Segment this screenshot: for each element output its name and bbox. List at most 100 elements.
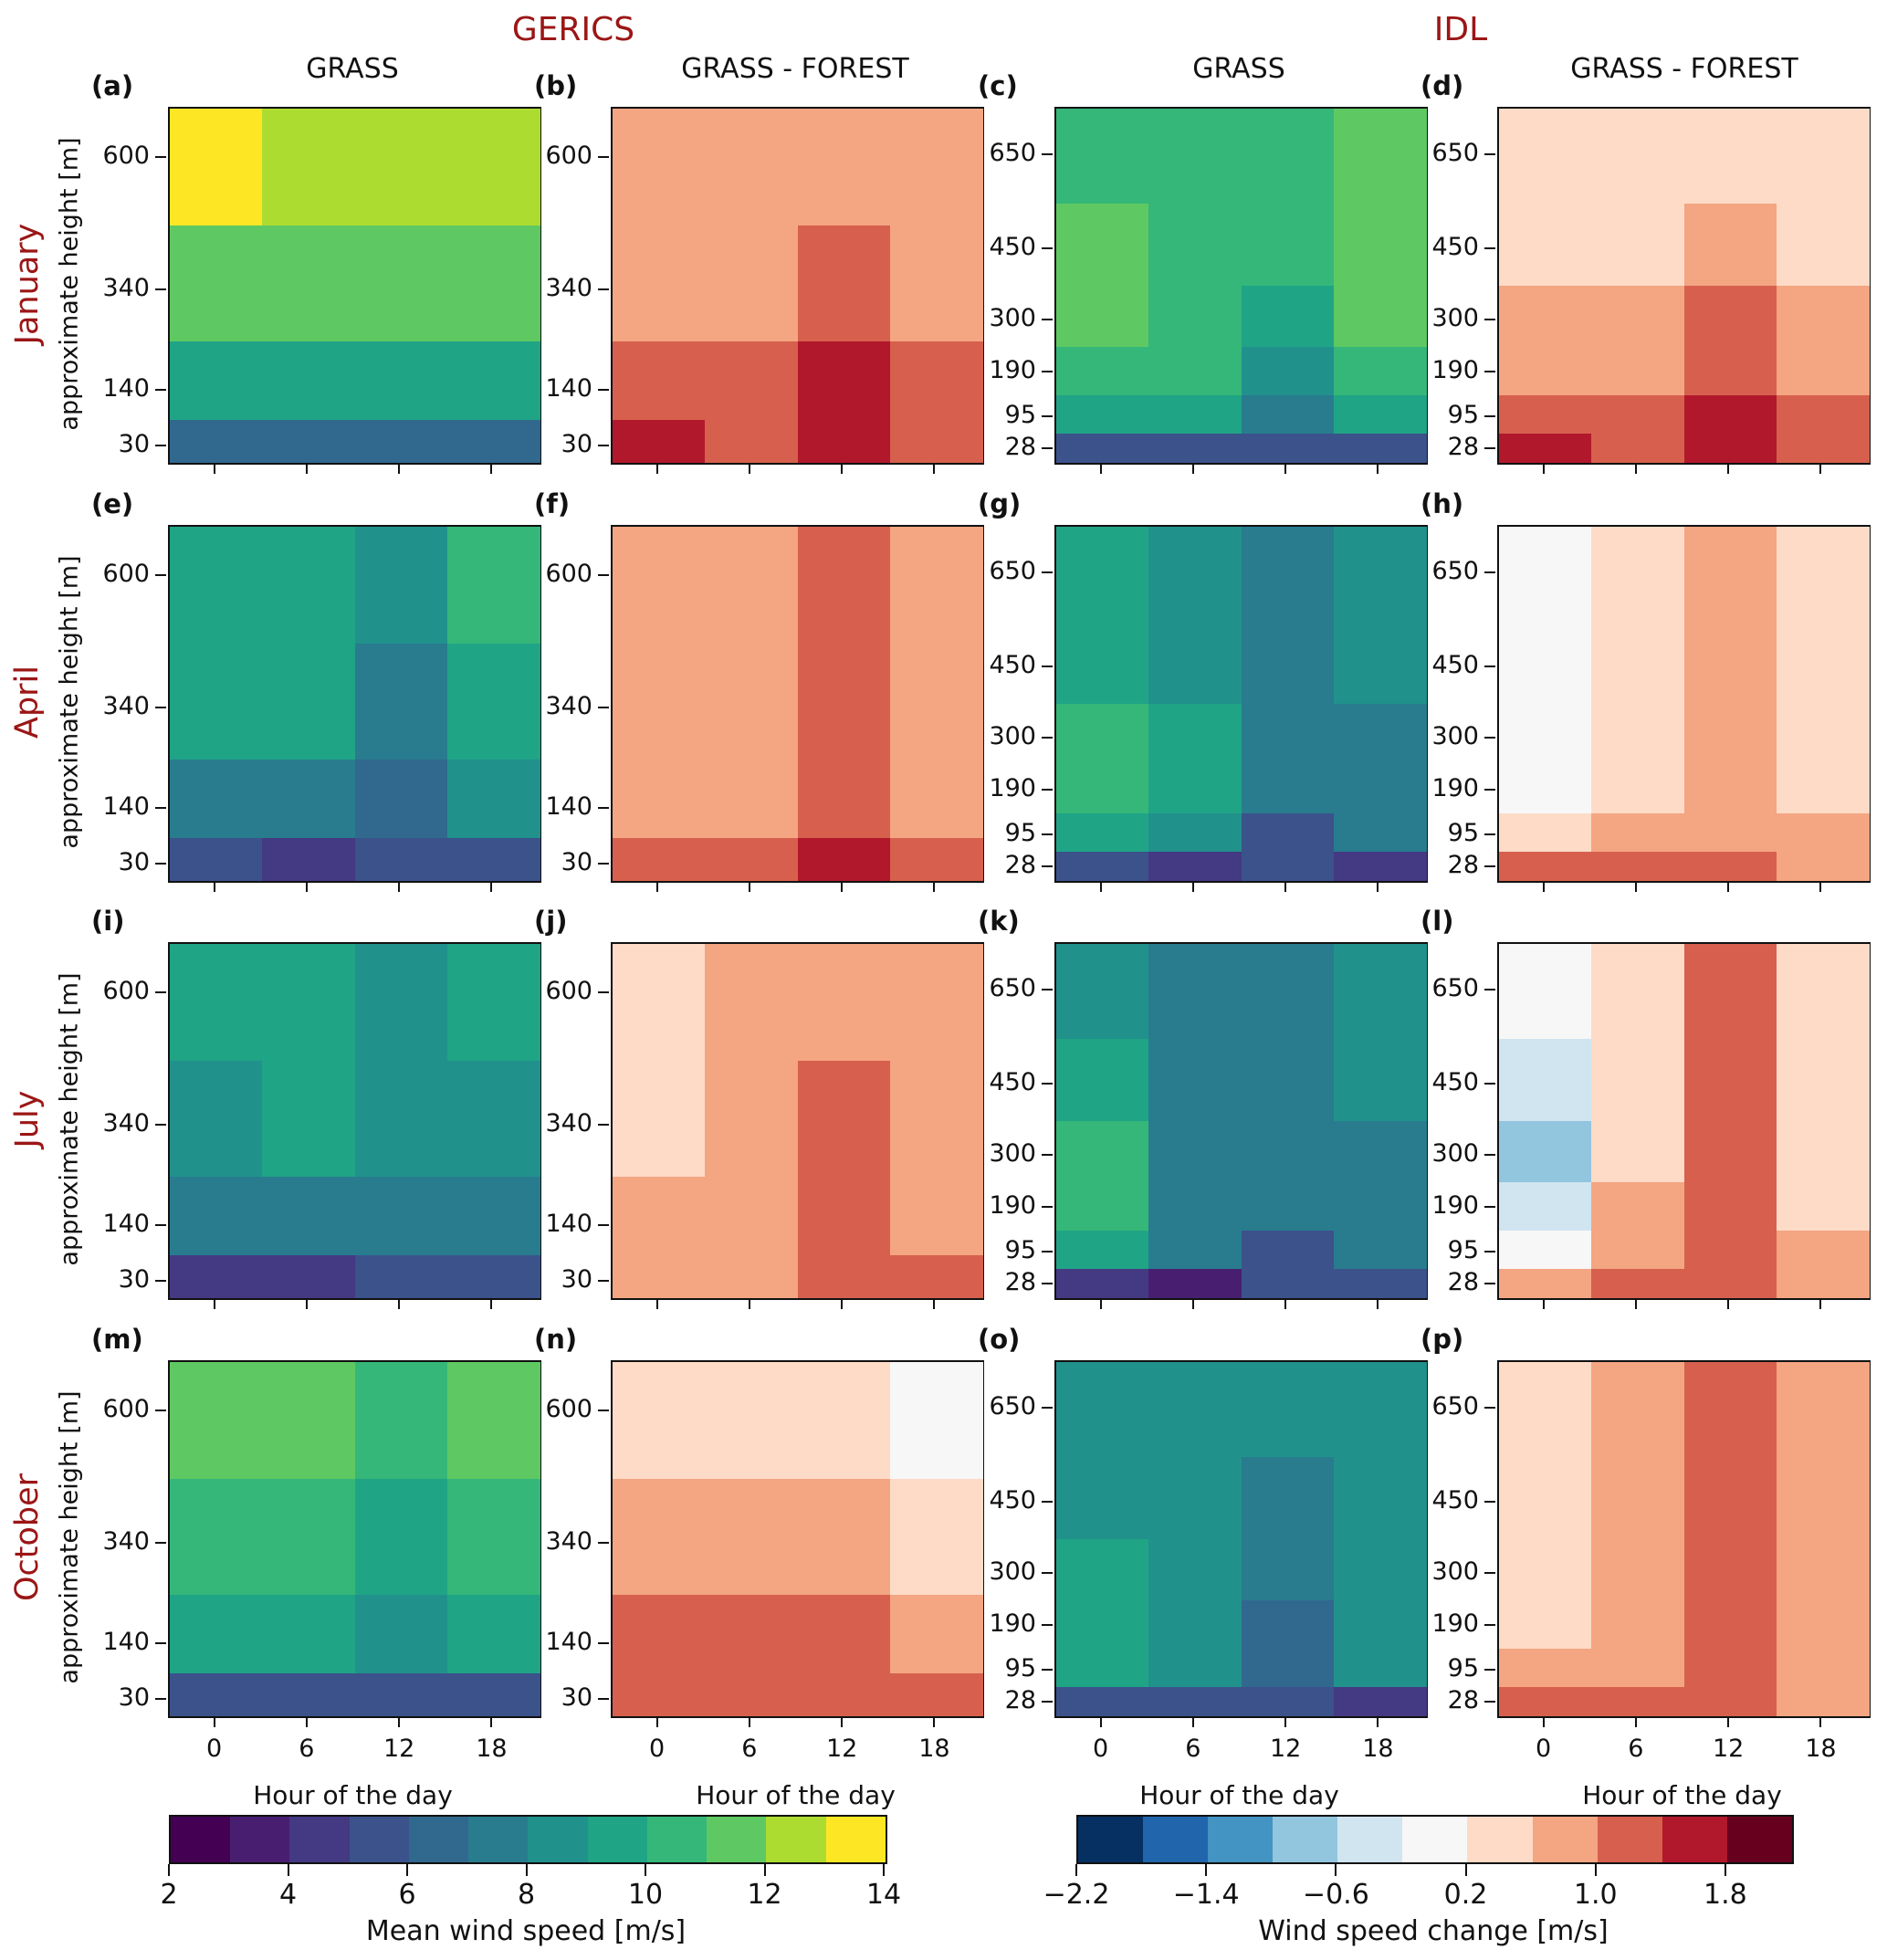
x-tick-mark xyxy=(933,1716,936,1727)
heatmap-cell xyxy=(1333,704,1427,766)
y-tick-label: 140 xyxy=(545,1210,592,1239)
y-tick-label: 300 xyxy=(1431,303,1479,332)
heatmap-panel-a xyxy=(168,107,541,465)
heatmap-cell xyxy=(1241,1121,1335,1183)
y-tick-mark xyxy=(1042,318,1053,320)
colorbar-wind-tick-label: 6 xyxy=(398,1879,416,1911)
heatmap-cell xyxy=(1148,1600,1242,1650)
colorbar-change-segment xyxy=(1143,1817,1209,1862)
y-tick-mark xyxy=(598,706,609,708)
y-tick-mark xyxy=(155,1541,166,1544)
x-tick-mark xyxy=(655,1716,658,1727)
heatmap-cell xyxy=(446,1362,540,1480)
y-tick-mark xyxy=(1042,833,1053,835)
heatmap-cell xyxy=(170,838,263,882)
heatmap-cell xyxy=(1056,286,1149,348)
heatmap-cell xyxy=(262,643,355,760)
heatmap-cell xyxy=(170,1673,263,1717)
heatmap-cell xyxy=(354,838,448,882)
x-tick-mark xyxy=(1819,1716,1822,1727)
heatmap-cell xyxy=(170,944,263,1062)
heatmap-cell xyxy=(354,1595,448,1674)
heatmap-cell xyxy=(1333,621,1427,705)
heatmap-cell xyxy=(1148,1038,1242,1122)
y-tick-mark xyxy=(1042,1250,1053,1253)
heatmap-cell xyxy=(1683,1456,1777,1540)
y-tick-mark xyxy=(598,1123,609,1126)
x-tick-label: 6 xyxy=(299,1735,315,1763)
y-tick-mark xyxy=(155,445,166,447)
heatmap-cell xyxy=(1333,944,1427,1040)
y-tick-mark xyxy=(1042,446,1053,449)
colorbar-change-tick-mark xyxy=(1724,1864,1726,1876)
heatmap-cell xyxy=(446,341,540,421)
heatmap-cell xyxy=(262,760,355,839)
heatmap-cell xyxy=(262,1673,355,1717)
y-tick-label: 600 xyxy=(102,1395,150,1424)
heatmap-cell xyxy=(1683,813,1777,853)
heatmap-cell xyxy=(1148,109,1242,204)
heatmap-cell xyxy=(1591,1231,1684,1270)
x-tick-mark xyxy=(1284,1298,1287,1309)
x-tick-mark xyxy=(748,1298,750,1309)
heatmap-cell xyxy=(1683,1600,1777,1650)
y-tick-mark xyxy=(1042,247,1053,250)
heatmap-cell xyxy=(1499,1649,1592,1688)
heatmap-cell xyxy=(1591,621,1684,705)
heatmap-cell xyxy=(262,225,355,342)
heatmap-cell xyxy=(1056,1687,1149,1717)
x-tick-mark xyxy=(1284,463,1287,474)
heatmap-cell xyxy=(1148,1456,1242,1540)
heatmap-cell xyxy=(1683,1362,1777,1458)
heatmap-cell xyxy=(354,643,448,760)
heatmap-cell xyxy=(1148,1121,1242,1183)
x-tick-mark xyxy=(1819,463,1822,474)
heatmap-cell xyxy=(1333,765,1427,814)
x-tick-label: 0 xyxy=(1536,1735,1552,1763)
heatmap-cell xyxy=(1056,1182,1149,1232)
x-tick-mark xyxy=(490,1298,493,1309)
heatmap-cell xyxy=(889,1362,983,1480)
heatmap-cell xyxy=(797,944,891,1062)
colorbar-change-segment xyxy=(1532,1817,1598,1862)
heatmap-cell xyxy=(1499,704,1592,766)
heatmap-cell xyxy=(1776,109,1870,204)
y-tick-mark xyxy=(1484,988,1495,990)
heatmap-cell xyxy=(354,225,448,342)
y-tick-label: 140 xyxy=(102,374,150,404)
heatmap-cell xyxy=(1056,1456,1149,1540)
heatmap-cell xyxy=(1148,1539,1242,1601)
x-tick-mark xyxy=(655,463,658,474)
heatmap-cell xyxy=(1776,1456,1870,1540)
heatmap-cell xyxy=(1591,944,1684,1040)
y-tick-label: 600 xyxy=(102,560,150,589)
y-tick-mark xyxy=(1484,446,1495,449)
heatmap-cell xyxy=(446,420,540,464)
heatmap-cell xyxy=(1148,1687,1242,1717)
heatmap-cell xyxy=(613,1673,706,1717)
heatmap-cell xyxy=(1591,434,1684,464)
y-tick-label: 340 xyxy=(102,1108,150,1137)
colorbar-change-segment xyxy=(1078,1817,1144,1862)
y-tick-label: 190 xyxy=(989,773,1036,802)
heatmap-cell xyxy=(446,1478,540,1596)
y-tick-mark xyxy=(155,863,166,865)
colorbar-change-tick-mark xyxy=(1464,1864,1467,1876)
y-tick-mark xyxy=(1484,414,1495,417)
heatmap-cell xyxy=(446,1255,540,1299)
heatmap-cell xyxy=(354,1060,448,1178)
heatmap-cell xyxy=(1776,203,1870,287)
heatmap-cell xyxy=(1241,1649,1335,1688)
y-tick-mark xyxy=(1042,1282,1053,1284)
heatmap-cell xyxy=(1591,1539,1684,1601)
heatmap-cell xyxy=(1241,1269,1335,1299)
x-axis-label: Hour of the day xyxy=(1582,1780,1782,1810)
y-tick-mark xyxy=(1042,1501,1053,1504)
heatmap-cell xyxy=(1591,203,1684,287)
heatmap-cell xyxy=(1056,203,1149,287)
x-tick-mark xyxy=(748,881,750,892)
y-tick-mark xyxy=(1042,1406,1053,1409)
heatmap-cell xyxy=(705,1060,798,1178)
colorbar-wind-segment xyxy=(408,1817,469,1862)
x-tick-mark xyxy=(1284,1716,1287,1727)
